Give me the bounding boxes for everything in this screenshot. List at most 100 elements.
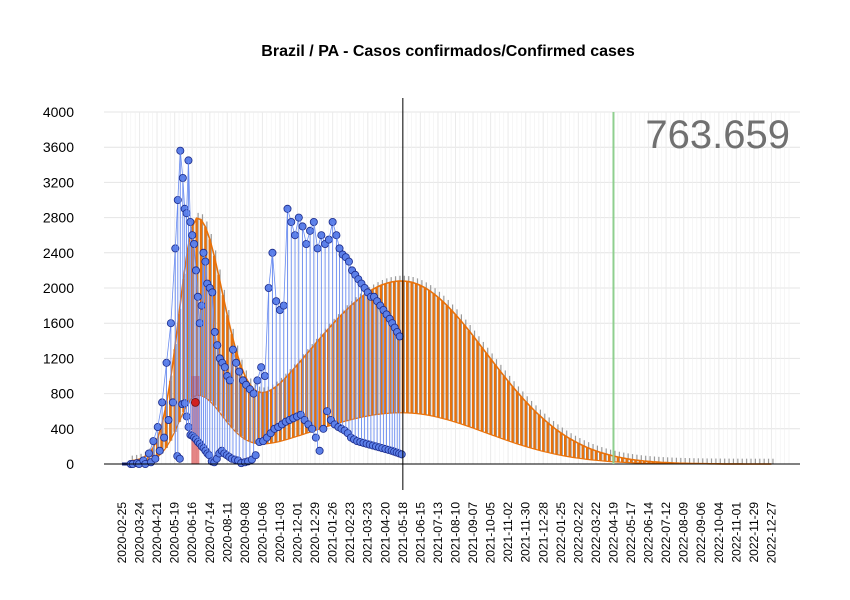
x-tick-label: 2021-12-28: [536, 502, 550, 564]
observed-connector: [229, 349, 234, 381]
y-tick-label: 0: [66, 456, 74, 472]
observed-connector: [174, 199, 179, 249]
observed-connector: [193, 243, 197, 271]
observed-point-high: [317, 231, 326, 240]
x-tick-label: 2021-10-05: [484, 502, 498, 564]
highlight-point: [190, 397, 200, 407]
fitted-upper-envelope: [130, 217, 772, 465]
x-tick-label: 2022-09-06: [694, 502, 708, 564]
x-tick-label: 2020-02-25: [115, 502, 129, 564]
x-tick-label: 2021-05-18: [396, 502, 410, 564]
y-tick-label: 800: [51, 386, 75, 402]
observed-point-high: [199, 248, 208, 257]
x-tick-label: 2021-11-30: [519, 502, 533, 563]
x-tick-label: 2022-10-04: [712, 502, 726, 564]
observed-connector: [161, 362, 167, 403]
total-cases-label: 763.659: [645, 113, 790, 157]
observed-connector: [211, 292, 216, 333]
observed-point-low: [175, 454, 184, 463]
x-tick-label: 2020-11-03: [273, 502, 287, 563]
observed-point-low: [323, 407, 332, 416]
x-tick-label: 2022-06-14: [642, 502, 656, 564]
x-tick-label: 2020-04-21: [150, 502, 164, 564]
x-tick-label: 2021-04-20: [378, 502, 392, 564]
y-tick-label: 2400: [43, 245, 74, 261]
y-tick-label: 1600: [43, 315, 74, 331]
observed-point-high: [144, 449, 153, 458]
x-tick-label: 2022-05-17: [624, 502, 638, 564]
observed-connector: [179, 150, 184, 179]
observed-point-low: [160, 433, 169, 442]
observed-point-low: [311, 433, 320, 442]
x-tick-label: 2020-10-06: [255, 502, 269, 564]
y-tick-label: 400: [51, 421, 75, 437]
observed-point-high: [220, 363, 229, 372]
observed-connector: [157, 402, 163, 428]
observed-point-high: [149, 437, 158, 446]
x-tick-label: 2021-03-23: [361, 502, 375, 564]
observed-connector: [268, 252, 273, 289]
y-tick-label: 3200: [43, 174, 74, 190]
observed-connector: [195, 270, 199, 297]
x-tick-label: 2020-07-14: [203, 502, 217, 564]
observed-point-low: [308, 424, 317, 433]
observed-point-high: [332, 231, 341, 240]
x-tick-label: 2020-12-29: [308, 502, 322, 564]
x-tick-label: 2021-02-23: [343, 502, 357, 564]
observed-point-low: [164, 415, 173, 424]
x-tick-label: 2021-07-13: [431, 502, 445, 564]
observed-point-high: [249, 389, 258, 398]
observed-connector: [188, 160, 191, 223]
observed-point-low: [315, 446, 324, 455]
x-tick-label: 2022-12-27: [764, 502, 778, 564]
y-tick-label: 2000: [43, 280, 74, 296]
chart-title: Brazil / PA - Casos confirmados/Confirme…: [261, 43, 635, 60]
observed-point-low: [151, 454, 160, 463]
observed-point-high: [188, 231, 197, 240]
observed-point-low: [251, 451, 260, 460]
observed-point-low: [319, 424, 328, 433]
observed-point-low: [397, 450, 406, 459]
x-tick-label: 2022-04-19: [606, 502, 620, 564]
observed-point-low: [155, 446, 164, 455]
observed-connector: [177, 150, 181, 201]
x-tick-label: 2021-08-10: [449, 502, 463, 564]
x-tick-label: 2022-01-25: [554, 502, 568, 564]
x-tick-label: 2021-11-02: [501, 502, 515, 563]
observed-point-high: [395, 332, 404, 341]
observed-connector: [182, 177, 186, 209]
x-tick-label: 2020-09-08: [238, 502, 252, 564]
observed-point-high: [283, 204, 292, 213]
observed-point-low: [168, 398, 177, 407]
x-tick-label: 2022-11-29: [747, 502, 761, 563]
observed-connector: [166, 323, 172, 363]
observed-point-high: [213, 341, 222, 350]
x-tick-label: 2022-08-09: [677, 502, 691, 564]
x-tick-label: 2020-08-11: [220, 502, 234, 563]
y-tick-label: 4000: [43, 104, 74, 120]
x-tick-label: 2020-05-19: [168, 502, 182, 564]
x-tick-label: 2022-07-12: [659, 502, 673, 564]
y-tick-label: 1200: [43, 350, 74, 366]
x-tick-label: 2020-03-24: [133, 502, 147, 564]
y-tick-label: 2800: [43, 210, 74, 226]
axes: 0 400 800 1200 1600 2000 2400 2800 3200 3600 4000 2…: [43, 98, 800, 563]
x-tick-label: 2021-01-26: [326, 502, 340, 564]
x-tick-label: 2020-06-16: [185, 502, 199, 564]
x-tick-label: 2020-12-01: [291, 502, 305, 564]
observed-connector: [170, 248, 176, 324]
observed-connector: [313, 221, 318, 249]
x-tick-label: 2021-06-15: [413, 502, 427, 564]
observed-connector: [264, 287, 270, 377]
observed-connector: [197, 296, 201, 324]
observed-connector: [283, 208, 288, 306]
x-tick-label: 2022-03-22: [589, 502, 603, 564]
highlight-bar: [191, 376, 200, 464]
observed-connector: [272, 252, 277, 302]
observed-series: [122, 146, 406, 468]
x-tick-label: 2021-09-07: [466, 502, 480, 564]
x-tick-label: 2022-11-01: [729, 502, 743, 563]
observed-connector: [186, 160, 189, 214]
y-tick-label: 3600: [43, 139, 74, 155]
